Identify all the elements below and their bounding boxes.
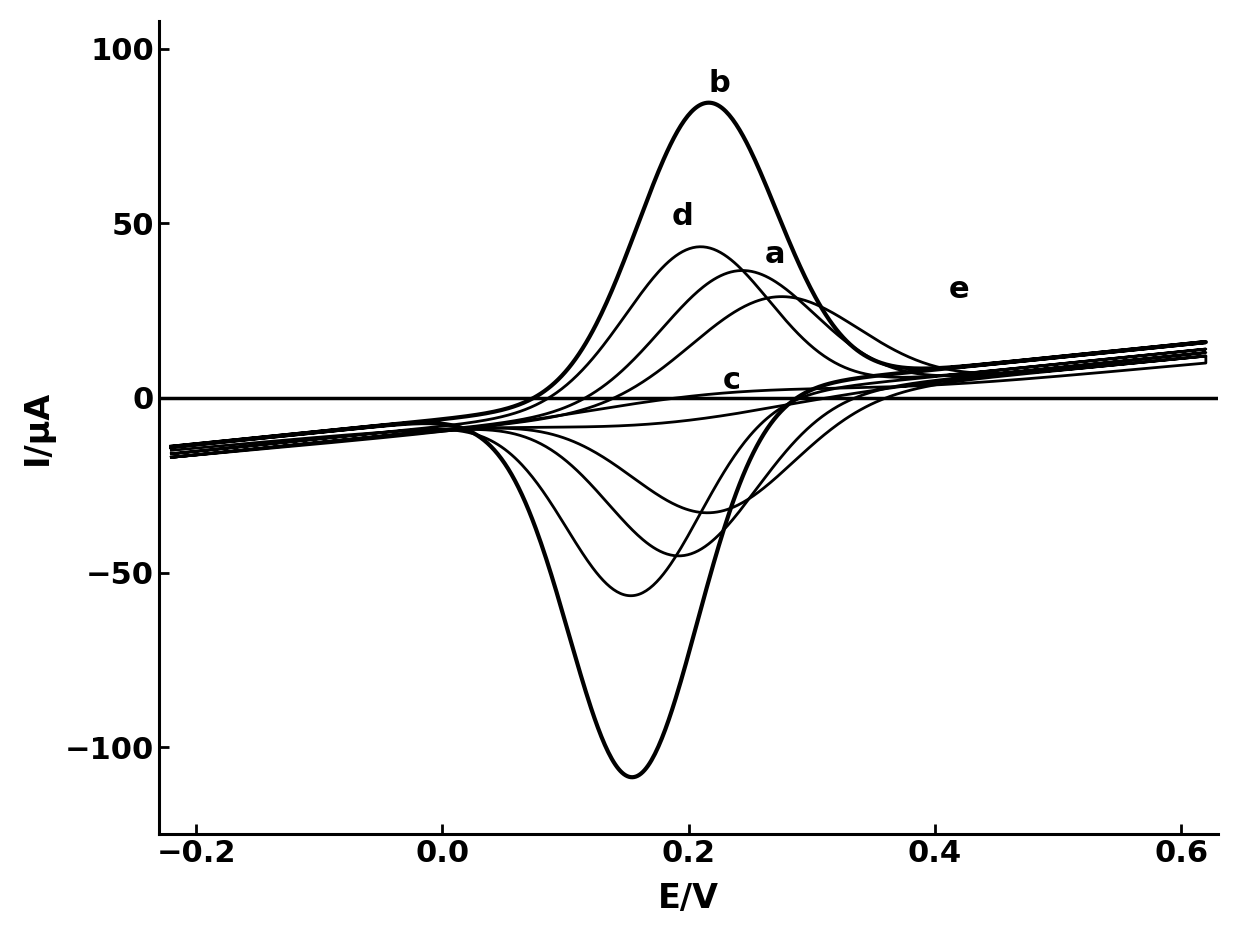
Text: a: a <box>764 241 786 270</box>
Text: d: d <box>672 202 694 231</box>
Text: b: b <box>709 69 730 98</box>
Y-axis label: I/μA: I/μA <box>21 390 53 465</box>
Text: c: c <box>722 366 741 395</box>
X-axis label: E/V: E/V <box>658 882 719 915</box>
Text: e: e <box>949 275 970 304</box>
